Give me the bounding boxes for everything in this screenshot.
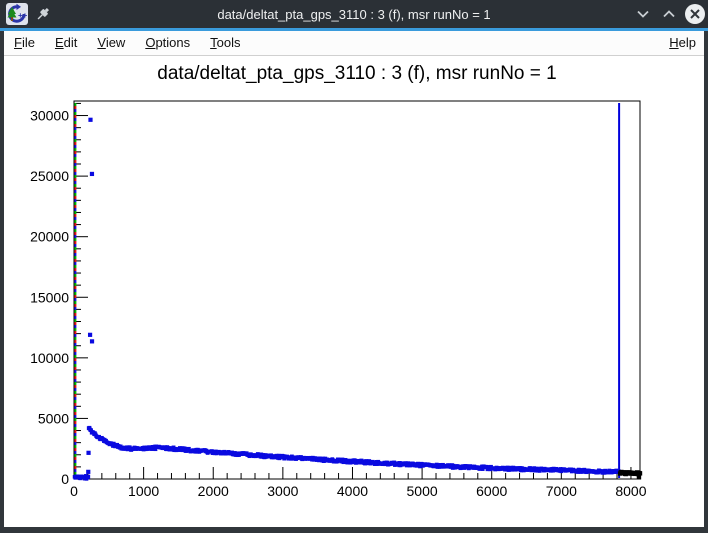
x-axis: 0 1000 2000 3000 4000 5000 6000 7000 8000 [70,467,647,499]
svg-text:4000: 4000 [337,483,368,499]
svg-text:3000: 3000 [267,483,298,499]
window-accent-line [0,28,708,31]
svg-text:1000: 1000 [128,483,159,499]
rise-and-outlier-points [85,117,95,479]
svg-text:8000: 8000 [615,483,646,499]
svg-text:0: 0 [70,483,78,499]
plot-canvas[interactable]: data/deltat_pta_gps_3110 : 3 (f), msr ru… [4,56,704,527]
svg-text:6000: 6000 [476,483,507,499]
svg-text:10000: 10000 [30,350,69,366]
svg-text:5000: 5000 [407,483,438,499]
root-app-icon: ++ [6,3,28,25]
svg-text:++: ++ [18,11,28,20]
menu-help[interactable]: Help [669,35,696,50]
overflow-tail [617,469,643,477]
menu-tools[interactable]: Tools [210,35,241,50]
svg-text:15000: 15000 [30,289,69,305]
histogram-plot[interactable]: data/deltat_pta_gps_3110 : 3 (f), msr ru… [4,56,704,527]
maximize-button[interactable] [658,3,680,25]
menubar: File Edit View Options Tools Help [4,31,704,56]
svg-text:5000: 5000 [38,410,69,426]
menu-options[interactable]: Options [145,35,191,50]
svg-text:data/deltat_pta_gps_3110 : 3 (: data/deltat_pta_gps_3110 : 3 (f), msr ru… [157,63,556,84]
close-button[interactable] [684,3,706,25]
plot-title: data/deltat_pta_gps_3110 : 3 (f), msr ru… [157,63,556,84]
y-axis: 0 5000 10000 15000 20000 25000 30000 [30,102,88,487]
svg-text:7000: 7000 [546,483,577,499]
svg-text:25000: 25000 [30,168,69,184]
plot-frame [73,100,641,480]
pre-t0-background [72,474,90,481]
menu-view[interactable]: View [97,35,126,50]
svg-text:0: 0 [61,471,69,487]
menu-edit[interactable]: Edit [54,35,78,50]
histogram-data [86,425,622,475]
pushpin-icon[interactable] [34,5,56,27]
svg-text:30000: 30000 [30,108,69,124]
menu-file[interactable]: File [14,35,35,50]
titlebar[interactable]: ++ data/deltat_pta_gps_3110 : 3 (f), msr… [0,0,708,28]
minimize-button[interactable] [632,3,654,25]
overflow-end-point [636,475,642,480]
window-title: data/deltat_pta_gps_3110 : 3 (f), msr ru… [217,6,491,22]
svg-text:2000: 2000 [198,483,229,499]
svg-text:20000: 20000 [30,229,69,245]
